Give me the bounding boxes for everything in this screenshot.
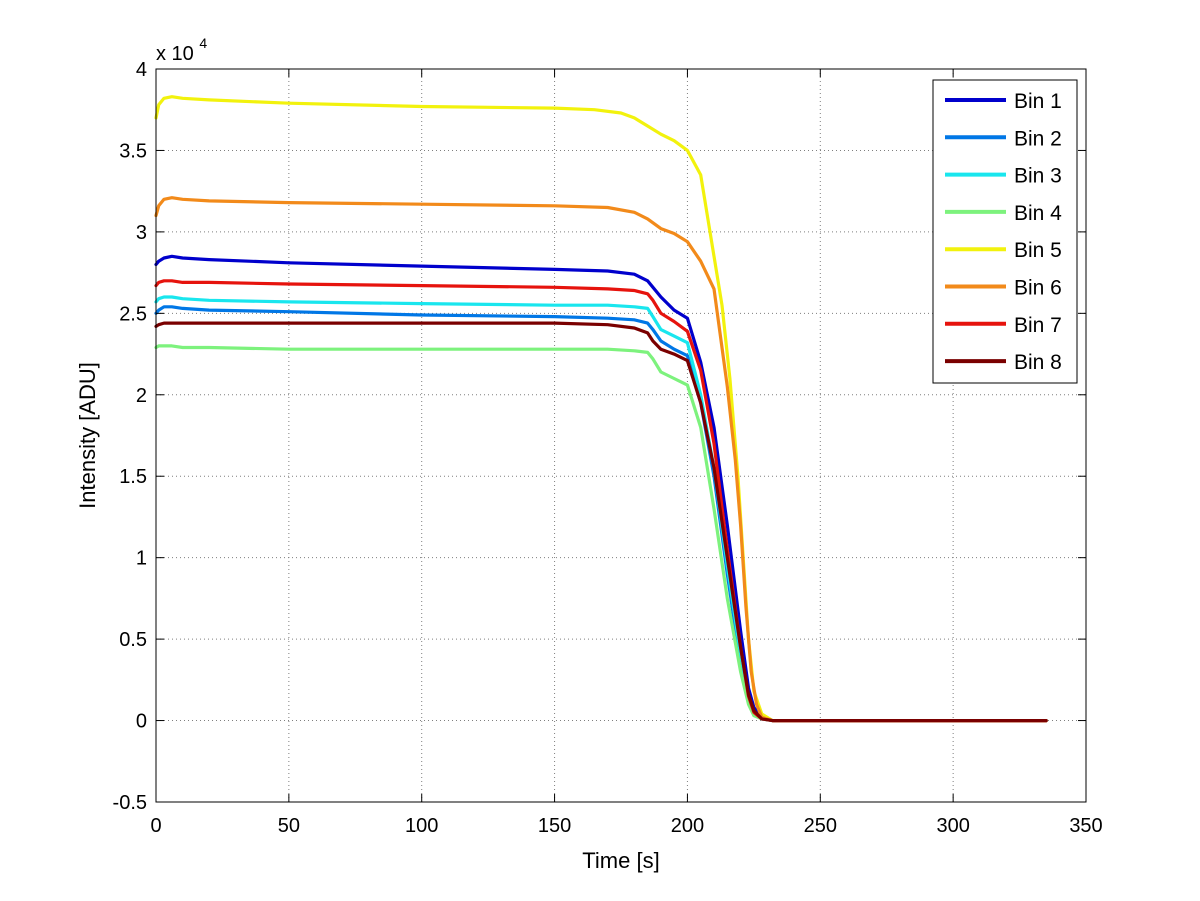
plot-area bbox=[156, 69, 1086, 802]
y-axis-multiplier-exponent: 4 bbox=[199, 35, 207, 51]
x-tick-label: 0 bbox=[150, 815, 161, 837]
y-axis-multiplier-base: x 10 bbox=[156, 43, 194, 65]
series-line-bin-8 bbox=[154, 321, 1048, 723]
y-tick-label: 3.5 bbox=[119, 140, 147, 162]
y-axis-multiplier: x 10 4 bbox=[156, 35, 207, 65]
x-tick-label: 150 bbox=[538, 815, 571, 837]
y-tick-label: 0 bbox=[136, 711, 147, 733]
y-tick-label: 2 bbox=[136, 385, 147, 407]
x-tick-label: 200 bbox=[671, 815, 704, 837]
legend-label: Bin 5 bbox=[1014, 239, 1062, 262]
y-tick-label: 0.5 bbox=[119, 629, 147, 651]
y-tick-label: 3 bbox=[136, 222, 147, 244]
legend-label: Bin 3 bbox=[1014, 165, 1062, 188]
x-axis-label: Time [s] bbox=[582, 848, 659, 873]
grid bbox=[156, 69, 1086, 802]
legend-box bbox=[932, 79, 1078, 384]
y-tick-label: 1 bbox=[136, 548, 147, 570]
y-axis-label: Intensity [ADU] bbox=[75, 362, 100, 509]
y-tick-label: 2.5 bbox=[119, 303, 147, 325]
x-tick-label: 250 bbox=[804, 815, 837, 837]
legend-label: Bin 6 bbox=[1014, 277, 1062, 300]
x-tick-label: 100 bbox=[405, 815, 438, 837]
legend-label: Bin 2 bbox=[1014, 127, 1062, 150]
series-line-bin-5 bbox=[154, 95, 1048, 723]
legend-label: Bin 8 bbox=[1014, 351, 1062, 374]
tick-labels: 0 50 100 150 200 250 300 350-0.500.511.522.533.… bbox=[113, 59, 1103, 837]
axis-ticks bbox=[155, 68, 1087, 803]
y-tick-label: -0.5 bbox=[113, 792, 147, 814]
series-group bbox=[154, 95, 1048, 723]
legend-label: Bin 7 bbox=[1014, 314, 1062, 337]
legend-label: Bin 4 bbox=[1014, 202, 1062, 225]
legend-label: Bin 1 bbox=[1014, 90, 1062, 113]
legend: Bin 1 Bin 2 Bin 3 Bin 4 Bin 5 Bin 6 Bin 7 Bin 8 bbox=[932, 79, 1078, 384]
y-tick-label: 1.5 bbox=[119, 466, 147, 488]
plot-frame bbox=[155, 68, 1087, 803]
x-tick-label: 350 bbox=[1069, 815, 1102, 837]
y-tick-label: 4 bbox=[136, 59, 147, 81]
x-tick-label: 50 bbox=[278, 815, 300, 837]
x-tick-label: 300 bbox=[936, 815, 969, 837]
